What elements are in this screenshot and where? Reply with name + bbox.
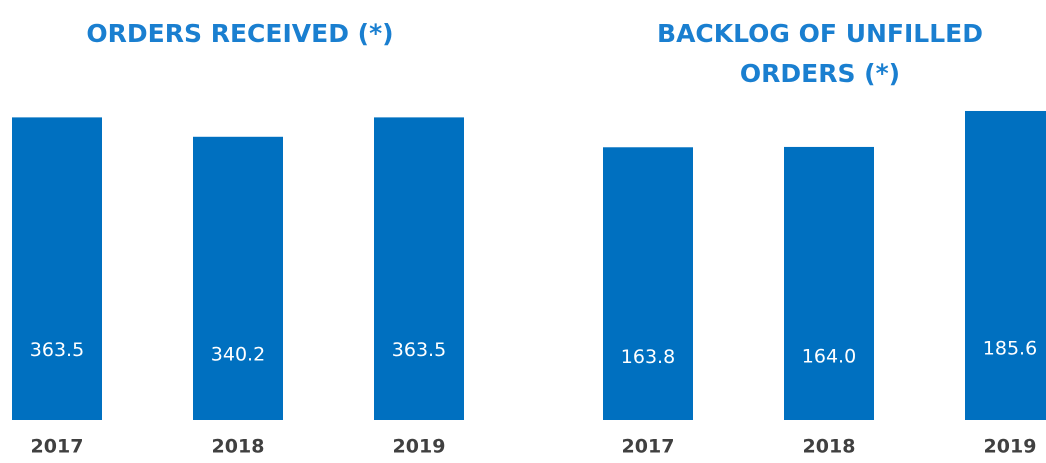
value-label: 340.2 <box>211 343 265 365</box>
value-label: 164.0 <box>802 346 856 368</box>
chart-title: BACKLOG OF UNFILLED ORDERS (*) <box>657 19 983 88</box>
x-tick-label: 2019 <box>393 436 446 458</box>
x-tick-label: 2017 <box>31 436 84 458</box>
x-tick-label: 2019 <box>984 436 1037 458</box>
x-tick-label: 2018 <box>803 436 856 458</box>
x-tick-label: 2017 <box>622 436 675 458</box>
x-tick-label: 2018 <box>212 436 265 458</box>
value-label: 185.6 <box>983 337 1037 359</box>
bar <box>784 146 874 420</box>
bar <box>12 117 102 420</box>
bar <box>374 117 464 420</box>
value-label: 363.5 <box>392 339 446 361</box>
bar <box>603 147 693 420</box>
value-label: 363.5 <box>30 339 84 361</box>
bar <box>965 110 1046 420</box>
chart-title: ORDERS RECEIVED (*) <box>86 19 394 48</box>
value-label: 163.8 <box>621 346 675 368</box>
bar <box>193 136 283 420</box>
